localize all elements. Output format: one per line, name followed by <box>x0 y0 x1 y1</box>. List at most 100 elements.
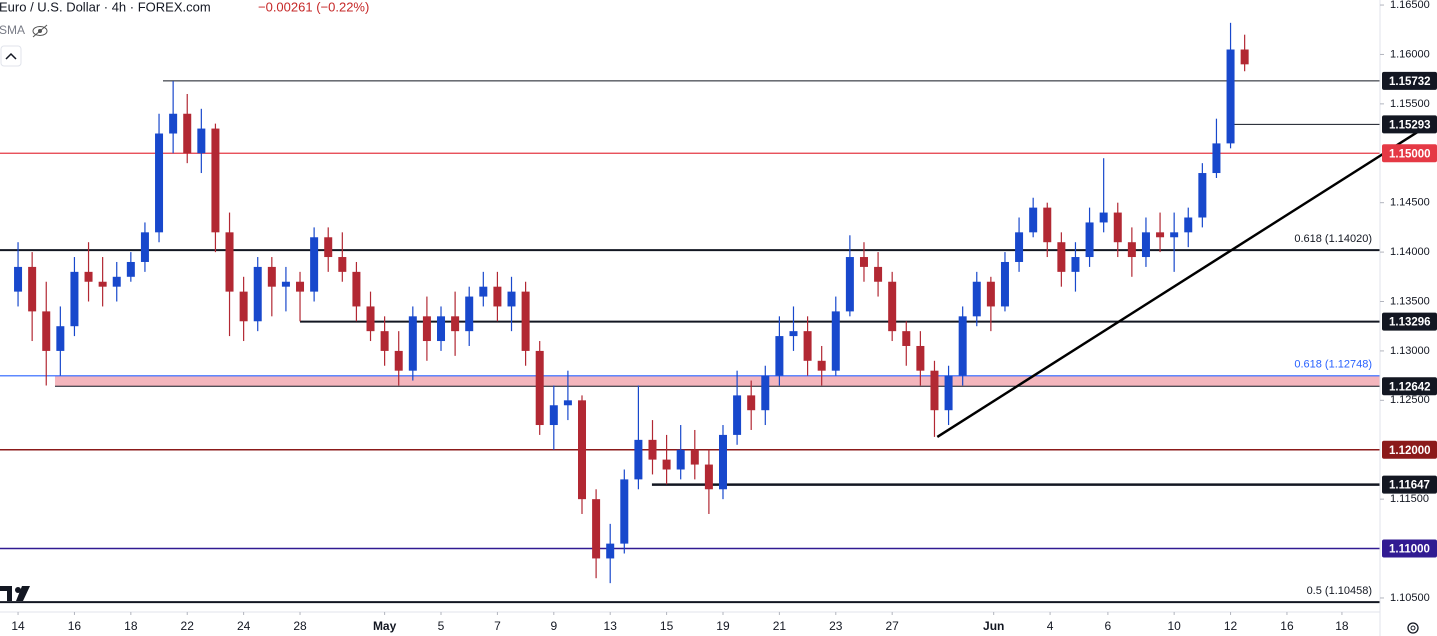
x-tick-label: 16 <box>1280 619 1294 633</box>
x-tick-label: 24 <box>237 619 251 633</box>
visibility-icon[interactable] <box>32 24 48 38</box>
candle-body <box>225 232 234 292</box>
price-tag <box>1382 475 1437 494</box>
candle-body <box>140 232 149 262</box>
y-tick-label: 1.13500 <box>1390 295 1430 307</box>
x-tick-label: 28 <box>293 619 307 633</box>
candle-body <box>1071 257 1080 272</box>
candle-body <box>84 271 93 282</box>
candle-body <box>479 286 488 297</box>
candle-body <box>422 316 431 342</box>
candle-body <box>789 331 798 337</box>
fib-label: 0.618 (1.12748) <box>1294 359 1372 371</box>
candle-body <box>1156 232 1165 238</box>
candle-body <box>874 266 883 282</box>
candle-body <box>690 449 699 465</box>
x-tick-label: 12 <box>1224 619 1238 633</box>
candle-body <box>507 291 516 307</box>
candle-body <box>281 281 290 287</box>
x-tick-label: 13 <box>604 619 618 633</box>
candle-body <box>521 291 530 351</box>
x-tick-label: 18 <box>1335 619 1349 633</box>
candle-body <box>183 113 192 154</box>
candle-body <box>859 257 868 267</box>
logo <box>0 586 30 601</box>
x-tick-label: 5 <box>438 619 445 633</box>
candle-body <box>380 331 389 351</box>
x-tick-label: May <box>373 619 397 633</box>
x-tick-label: 18 <box>124 619 138 633</box>
fib-label: 0.618 (1.14020) <box>1294 233 1372 245</box>
x-tick-label: 6 <box>1105 619 1112 633</box>
candle-body <box>338 257 347 272</box>
candle-body <box>126 261 135 277</box>
candle-body <box>296 281 305 292</box>
y-tick-label: 1.14500 <box>1390 197 1430 209</box>
price-tag <box>1382 440 1437 459</box>
x-tick-label: 14 <box>11 619 25 633</box>
price-tag <box>1382 144 1437 163</box>
collapse-button[interactable] <box>0 45 22 67</box>
x-tick-label: 9 <box>550 619 557 633</box>
candle-body <box>620 479 629 544</box>
zone-band <box>54 375 1380 387</box>
fib-label: 0.5 (1.10458) <box>1307 585 1372 597</box>
candle-body <box>944 375 953 411</box>
price-change: −0.00261 (−0.22%) <box>258 0 369 14</box>
candle-body <box>394 350 403 371</box>
candle-body <box>733 395 742 435</box>
candle-body <box>902 331 911 346</box>
candle-body <box>662 459 671 470</box>
candle-body <box>98 281 107 287</box>
x-tick-label: Jun <box>983 619 1004 633</box>
candle-body <box>1198 173 1207 218</box>
x-tick-label: 16 <box>68 619 82 633</box>
x-tick-label: 7 <box>494 619 501 633</box>
candle-body <box>1127 242 1136 258</box>
price-tag <box>1382 539 1437 558</box>
y-tick-label: 1.16500 <box>1390 0 1430 11</box>
y-tick-label: 1.11500 <box>1390 493 1429 505</box>
candle-body <box>352 271 361 307</box>
candle-body <box>310 237 319 292</box>
symbol-title: Euro / U.S. Dollar · 4h · FOREX.com <box>0 0 211 14</box>
candle-body <box>986 281 995 307</box>
candle-body <box>1099 212 1108 223</box>
y-tick-label: 1.15500 <box>1390 98 1430 110</box>
price-tag-label: 1.13296 <box>1389 317 1431 329</box>
candle-body <box>549 405 558 426</box>
candle-body <box>930 370 939 411</box>
x-tick-label: 10 <box>1167 619 1181 633</box>
price-tag-label: 1.15000 <box>1389 148 1431 160</box>
candle-body <box>1043 207 1052 243</box>
y-tick-label: 1.14000 <box>1390 246 1430 258</box>
x-tick-label: 22 <box>181 619 195 633</box>
candle-body <box>324 237 333 258</box>
trendline <box>936 119 1437 438</box>
candle-body <box>465 296 474 332</box>
price-tag <box>1382 115 1437 134</box>
candle-body <box>634 439 643 480</box>
candle-body <box>761 375 770 411</box>
candle-body <box>1170 232 1179 238</box>
candle-body <box>775 336 784 376</box>
candle-body <box>845 257 854 312</box>
candle-body <box>155 133 164 233</box>
candle-body <box>112 276 121 287</box>
price-tag <box>1382 377 1437 396</box>
y-tick-label: 1.12500 <box>1390 394 1430 406</box>
candle-body <box>1000 261 1009 307</box>
candle-body <box>56 326 65 351</box>
candle-body <box>197 128 206 154</box>
candle-body <box>888 281 897 332</box>
price-tag-label: 1.11647 <box>1389 480 1430 492</box>
candle-body <box>1015 232 1024 262</box>
settings-icon[interactable] <box>1407 622 1419 634</box>
candle-body <box>70 271 79 327</box>
x-tick-label: 15 <box>660 619 674 633</box>
candle-body <box>704 464 713 490</box>
candle-body <box>1212 143 1221 174</box>
candle-body <box>42 311 51 351</box>
price-tag <box>1382 312 1437 331</box>
